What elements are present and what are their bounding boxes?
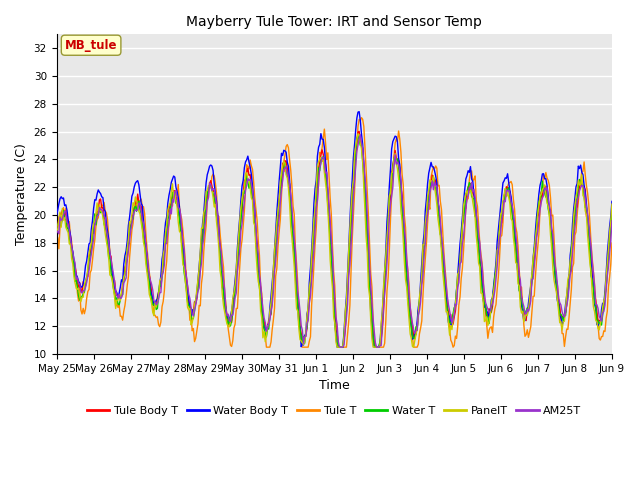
X-axis label: Time: Time (319, 379, 349, 392)
Legend: Tule Body T, Water Body T, Tule T, Water T, PanelT, AM25T: Tule Body T, Water Body T, Tule T, Water… (83, 401, 586, 420)
Text: MB_tule: MB_tule (65, 39, 117, 52)
Title: Mayberry Tule Tower: IRT and Sensor Temp: Mayberry Tule Tower: IRT and Sensor Temp (186, 15, 482, 29)
Y-axis label: Temperature (C): Temperature (C) (15, 144, 28, 245)
